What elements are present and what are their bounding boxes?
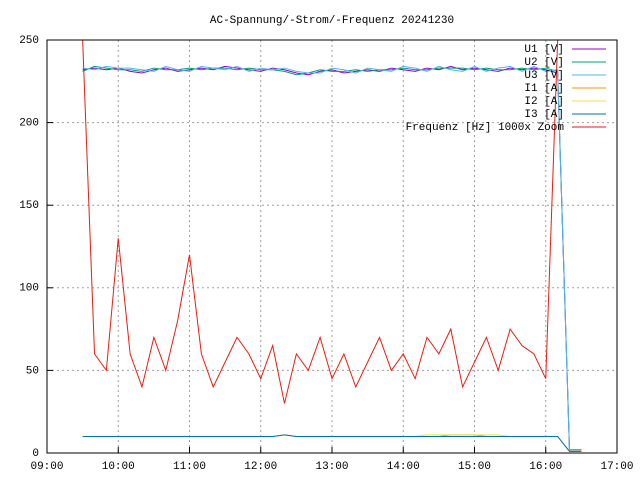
y-tick-label: 100 <box>19 283 39 295</box>
y-tick-label: 150 <box>19 200 39 212</box>
x-tick-label: 14:00 <box>387 461 420 473</box>
x-tick-label: 15:00 <box>458 461 491 473</box>
legend-label: U2 [V] <box>524 57 564 69</box>
series-line <box>82 434 582 452</box>
y-tick-label: 200 <box>19 118 39 130</box>
legend-label: Frequenz [Hz] 1000x Zoom <box>406 122 565 134</box>
legend-label: I2 [A] <box>524 96 564 108</box>
series-line <box>82 65 582 451</box>
legend-label: U3 [V] <box>524 70 564 82</box>
y-tick-label: 250 <box>19 35 39 47</box>
x-tick-label: 10:00 <box>102 461 135 473</box>
x-tick-label: 13:00 <box>315 461 348 473</box>
series-line <box>82 65 582 451</box>
legend-label: I3 [A] <box>524 109 564 121</box>
x-tick-label: 11:00 <box>173 461 206 473</box>
x-tick-label: 17:00 <box>600 461 633 473</box>
y-tick-label: 0 <box>32 448 39 460</box>
series-line <box>82 40 559 404</box>
legend-label: U1 [V] <box>524 44 564 56</box>
x-tick-label: 12:00 <box>244 461 277 473</box>
legend-label: I1 [A] <box>524 83 564 95</box>
x-tick-label: 09:00 <box>30 461 63 473</box>
series-line <box>82 65 582 451</box>
y-tick-label: 50 <box>26 365 39 377</box>
x-tick-label: 16:00 <box>529 461 562 473</box>
chart-title: AC-Spannung/-Strom/-Frequenz 20241230 <box>210 15 454 27</box>
